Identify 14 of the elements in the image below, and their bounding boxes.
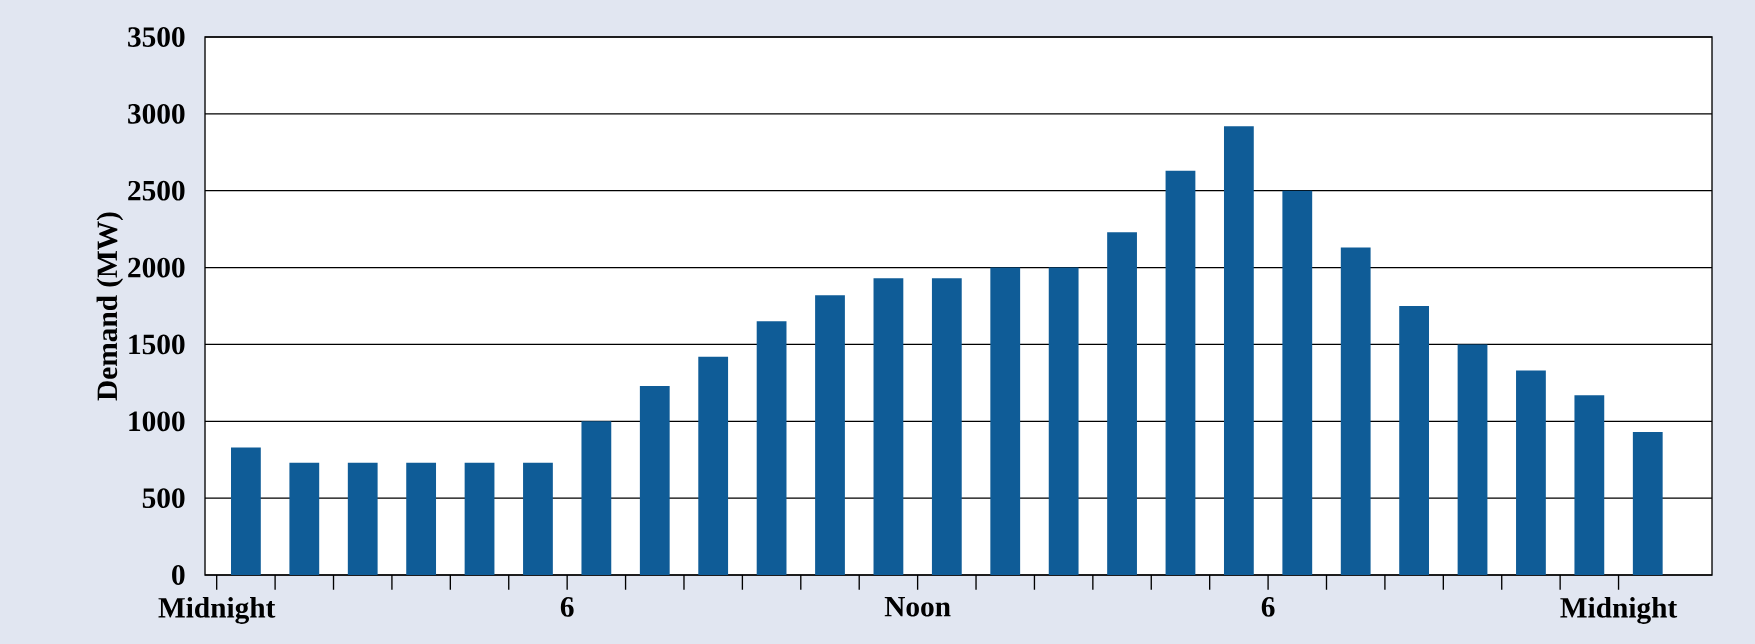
y-tick-label: 2000 (128, 257, 185, 278)
x-tick-label: 6 (1261, 597, 1275, 617)
y-tick-label: 2500 (128, 180, 185, 201)
x-tick-label: Midnight (1560, 597, 1678, 624)
y-tick-label: 500 (142, 488, 185, 509)
y-tick-label: 0 (172, 565, 185, 585)
x-tick-label: 6 (560, 597, 574, 617)
y-axis-title: Demand (MW) (96, 212, 124, 401)
y-tick-label: 3500 (128, 27, 185, 47)
y-tick-label: 1500 (129, 334, 185, 355)
x-tick-label: Noon (884, 597, 951, 617)
x-tick-label: Midnight (158, 597, 276, 624)
y-tick-label: 3000 (128, 103, 185, 124)
y-tick-label: 1000 (129, 411, 185, 432)
